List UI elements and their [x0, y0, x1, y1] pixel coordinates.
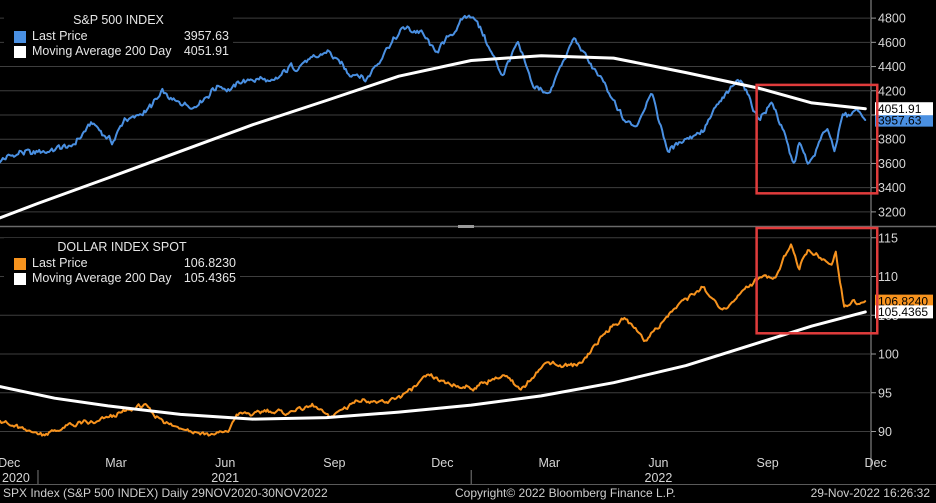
x-tick-label: Dec	[865, 456, 887, 470]
spx-ma200-value: 4051.91	[183, 44, 229, 58]
spx-y-tick-label: 4800	[878, 12, 906, 26]
dxy-last-price-swatch	[14, 257, 26, 270]
x-tick-label: Mar	[538, 456, 560, 470]
dxy-y-tick-label: 90	[878, 425, 892, 439]
x-tick-label: Jun	[648, 456, 668, 470]
dxy-axis-value-badge	[875, 305, 933, 319]
spx-axis-value-badge	[875, 102, 933, 116]
spx-y-tick-label: 4600	[878, 36, 906, 50]
spx-ma200-swatch	[14, 45, 26, 58]
dxy-axis-value-badge	[875, 294, 933, 308]
footer-security-description: SPX Index (S&P 500 INDEX) Daily 29NOV202…	[3, 486, 328, 500]
dxy-series-last-price-line	[0, 243, 867, 437]
spx-ma200-label: Moving Average 200 Day	[32, 44, 172, 58]
spx-last-price-value: 3957.63	[183, 29, 229, 43]
spx-series-ma200-line	[0, 54, 867, 220]
x-year-label: 2020	[2, 471, 30, 485]
dxy-legend-title: DOLLAR INDEX SPOT	[57, 240, 187, 254]
spx-legend-title: S&P 500 INDEX	[73, 13, 164, 27]
dxy-y-tick-label: 115	[878, 231, 898, 245]
spx-last-price-label: Last Price	[32, 29, 88, 43]
x-tick-label: Jun	[215, 456, 235, 470]
spx-legend: S&P 500 INDEX Last Price 3957.63 Moving …	[4, 11, 233, 59]
dxy-ma200-label: Moving Average 200 Day	[32, 271, 172, 285]
spx-axis-value-label: 4051.91	[878, 102, 922, 116]
spx-y-tick-label: 3400	[878, 181, 906, 195]
x-tick-label: Mar	[105, 456, 127, 470]
x-tick-label: Sep	[323, 456, 345, 470]
spx-y-tick-label: 4400	[878, 60, 906, 74]
dxy-legend-row-ma200: Moving Average 200 Day 105.4365	[4, 271, 240, 286]
spx-last-price-swatch	[14, 30, 26, 43]
dxy-ma200-swatch	[14, 272, 26, 285]
dxy-last-price-value: 106.8230	[183, 256, 236, 270]
dxy-highlight-box	[755, 226, 879, 335]
spx-y-tick-label: 3800	[878, 133, 906, 147]
dxy-ma200-value: 105.4365	[183, 271, 236, 285]
dxy-series-ma200-line	[0, 310, 867, 421]
footer-timestamp: 29-Nov-2022 16:26:32	[810, 486, 930, 500]
dxy-y-tick-label: 95	[878, 386, 892, 400]
spx-legend-row-ma200: Moving Average 200 Day 4051.91	[4, 44, 233, 59]
x-tick-label: Dec	[431, 456, 453, 470]
footer-copyright: Copyright© 2022 Bloomberg Finance L.P.	[455, 486, 676, 500]
dxy-y-tick-label: 100	[878, 348, 899, 362]
dxy-legend-row-last-price: Last Price 106.8230	[4, 256, 240, 271]
x-tick-label: Dec	[0, 456, 20, 470]
x-year-label: 2021	[211, 471, 239, 485]
spx-axis-value-label: 3957.63	[878, 113, 922, 127]
x-tick-label: Sep	[756, 456, 778, 470]
spx-y-tick-label: 3600	[878, 157, 906, 171]
dxy-y-tick-label: 110	[878, 270, 898, 284]
spx-series-last-price-line	[0, 14, 867, 165]
dxy-axis-value-label: 105.4365	[878, 305, 928, 319]
spx-highlight-box	[755, 83, 879, 195]
dxy-legend: DOLLAR INDEX SPOT Last Price 106.8230 Mo…	[4, 238, 240, 286]
spx-y-tick-label: 3200	[878, 205, 906, 219]
x-year-label: 2022	[645, 471, 673, 485]
spx-axis-value-badge	[875, 113, 933, 127]
dxy-axis-value-label: 106.8240	[878, 294, 928, 308]
spx-legend-row-last-price: Last Price 3957.63	[4, 29, 233, 44]
spx-y-tick-label: 4200	[878, 84, 906, 98]
dxy-last-price-label: Last Price	[32, 256, 88, 270]
